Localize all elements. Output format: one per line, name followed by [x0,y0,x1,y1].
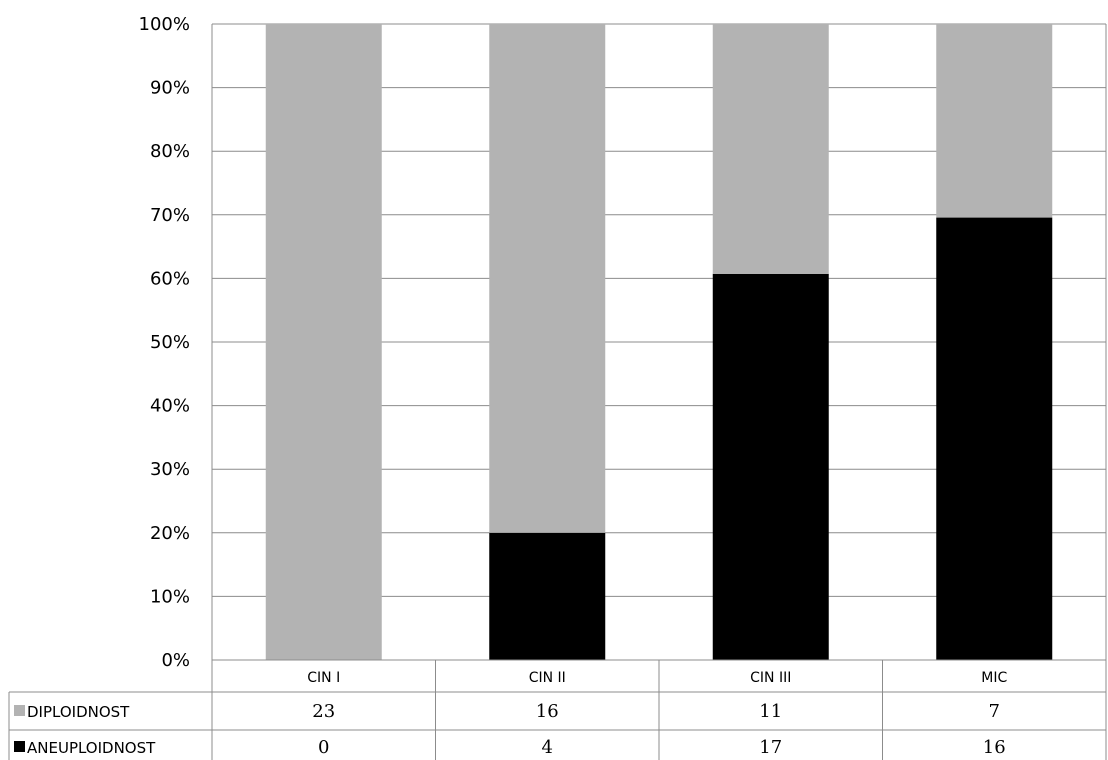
bar-diploidnost-mic [936,24,1053,218]
data-table-value: 0 [318,737,329,758]
data-table-value: 4 [542,737,553,758]
y-tick-label: 60% [150,268,190,289]
legend-key-diploidnost [14,705,25,716]
data-table-value: 17 [759,737,782,758]
bars [265,24,1053,660]
y-tick-label: 100% [139,14,190,35]
x-category-label: CIN III [750,670,791,686]
bar-aneuploidnost-mic [936,217,1053,660]
legend-label-aneuploidnost: ANEUPLOIDNOST [27,739,156,757]
x-category-label: MIC [981,670,1007,686]
data-table-value: 23 [312,701,335,722]
data-table: CIN I CIN II CIN III MIC DIPLOIDNOST 23 16 11 7 A… [8,659,1107,760]
bar-diploidnost-cin-ii [489,24,606,533]
y-tick-label: 70% [150,205,190,226]
y-tick-label: 90% [150,78,190,99]
data-table-value: 16 [536,701,559,722]
x-category-label: CIN II [529,670,566,686]
legend-key-aneuploidnost [14,741,25,752]
bar-diploidnost-cin-i [265,24,382,660]
bar-aneuploidnost-cin-iii [712,273,829,660]
y-axis: 0% 10% 20% 30% 40% 50% 60% 70% 80% 90% 100% [139,14,190,671]
y-tick-label: 80% [150,141,190,162]
legend-label-diploidnost: DIPLOIDNOST [27,703,130,721]
y-tick-label: 20% [150,523,190,544]
data-table-value: 16 [983,737,1006,758]
data-table-value: 7 [989,701,1000,722]
y-tick-label: 50% [150,332,190,353]
y-tick-label: 10% [150,586,190,607]
y-tick-label: 30% [150,459,190,480]
data-table-value: 11 [759,701,782,722]
y-tick-label: 0% [161,650,190,671]
bar-aneuploidnost-cin-ii [489,532,606,660]
bar-diploidnost-cin-iii [712,24,829,274]
x-category-label: CIN I [307,670,340,686]
y-tick-label: 40% [150,396,190,417]
